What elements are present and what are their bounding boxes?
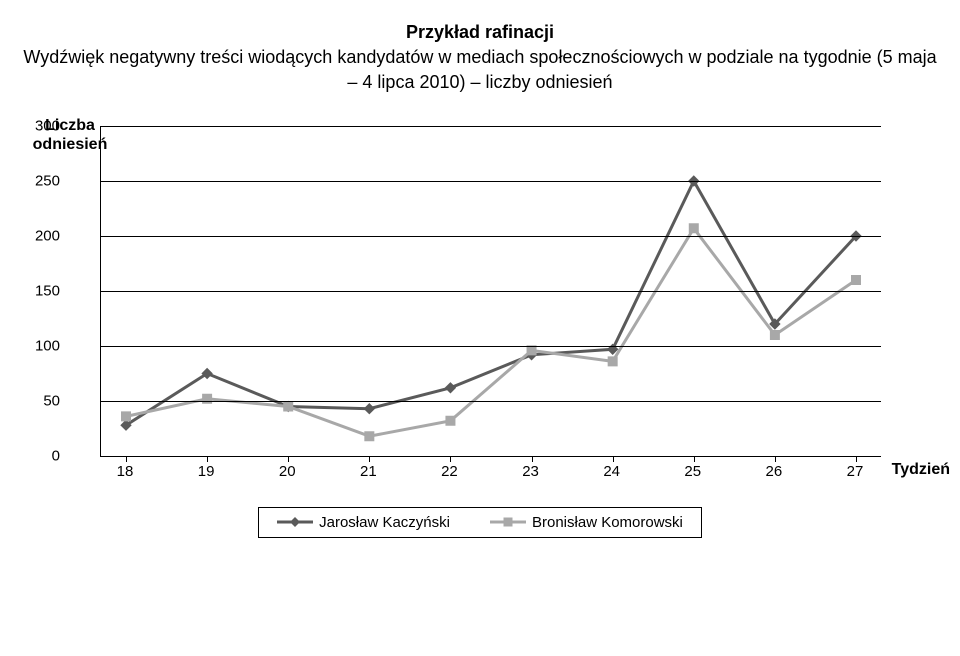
series-marker — [608, 356, 617, 365]
series-marker — [770, 330, 779, 339]
x-tick-label: 22 — [441, 463, 458, 480]
x-tick-label: 18 — [117, 463, 134, 480]
x-tick-label: 25 — [684, 463, 701, 480]
y-tick-label: 250 — [35, 172, 60, 189]
y-tick-label: 300 — [35, 117, 60, 134]
series-line — [126, 228, 856, 436]
series-line — [126, 181, 856, 425]
chart-title: Przykład rafinacji Wydźwięk negatywny tr… — [20, 20, 940, 96]
legend-item: Jarosław Kaczyński — [277, 514, 450, 531]
series-marker — [284, 402, 293, 411]
legend: Jarosław Kaczyński Bronisław Komorowski — [258, 507, 702, 538]
y-tick-label: 100 — [35, 337, 60, 354]
x-tick-label: 20 — [279, 463, 296, 480]
x-axis-labels: Tydzień 18192021222324252627 — [100, 457, 880, 482]
series-marker — [445, 382, 455, 392]
series-marker — [446, 416, 455, 425]
y-tick-label: 50 — [43, 392, 60, 409]
x-tick-label: 21 — [360, 463, 377, 480]
grid-line — [101, 181, 881, 182]
legend-swatch — [277, 515, 313, 529]
legend-swatch — [490, 515, 526, 529]
title-bold: Przykład rafinacji — [406, 22, 554, 42]
x-tick-label: 27 — [847, 463, 864, 480]
series-marker — [364, 403, 374, 413]
chart-container: Liczbaodniesień 050100150200250300 Tydzi… — [40, 126, 940, 482]
series-marker — [852, 275, 861, 284]
series-marker — [122, 411, 131, 420]
grid-line — [101, 236, 881, 237]
grid-line — [101, 126, 881, 127]
series-marker — [365, 431, 374, 440]
series-marker — [527, 345, 536, 354]
y-tick-label: 0 — [52, 447, 60, 464]
grid-line — [101, 401, 881, 402]
x-tick-label: 26 — [766, 463, 783, 480]
y-tick-label: 200 — [35, 227, 60, 244]
chart-area: 050100150200250300 Tydzień 1819202122232… — [100, 126, 940, 482]
y-tick-label: 150 — [35, 282, 60, 299]
x-tick-label: 24 — [603, 463, 620, 480]
x-axis-title: Tydzień — [892, 461, 950, 479]
grid-line — [101, 346, 881, 347]
series-marker — [689, 223, 698, 232]
title-rest: Wydźwięk negatywny treści wiodących kand… — [23, 47, 936, 92]
grid-line — [101, 291, 881, 292]
legend-label: Jarosław Kaczyński — [319, 514, 450, 531]
plot-area — [100, 126, 881, 457]
legend-item: Bronisław Komorowski — [490, 514, 683, 531]
x-tick-label: 23 — [522, 463, 539, 480]
legend-label: Bronisław Komorowski — [532, 514, 683, 531]
x-tick-label: 19 — [198, 463, 215, 480]
